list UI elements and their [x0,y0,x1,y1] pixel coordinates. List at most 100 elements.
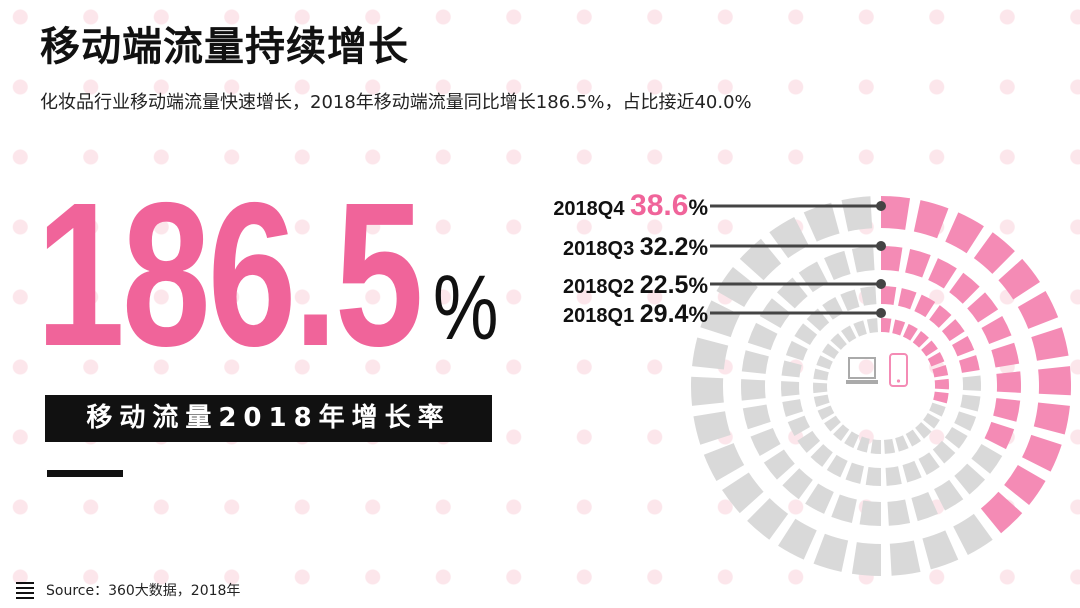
ring-segment-empty [739,238,782,281]
ring-segment-filled [1031,327,1069,361]
ring-segment-filled [981,316,1012,345]
ring-segment-empty [915,422,932,439]
ring-segment-empty [803,202,840,242]
source-text: Source：360大数据，2018年 [46,583,241,599]
ring-segment-filled [1038,366,1071,396]
ring-segment-filled [934,378,949,390]
ring-segment-filled [984,421,1015,450]
menu-lines-icon [16,581,34,599]
quarter-label: 2018Q2 22.5% [563,271,708,299]
ring-segment-empty [934,479,964,511]
quarter-label: 2018Q4 38.6% [553,189,708,222]
ring-segment-empty [895,435,909,452]
headline-value: 186.5 [36,160,424,389]
ring-segment-empty [781,360,802,378]
ring-segment-empty [853,320,867,337]
quarter-label: 2018Q1 29.4% [563,300,708,328]
ring-segment-empty [870,439,881,454]
ring-segment-filled [1022,434,1062,472]
page-subtitle: 化妆品行业移动端流量快速增长，2018年移动端流量同比增长186.5%，占比接近… [40,92,752,113]
ring-segment-empty [785,340,808,361]
ring-segment-empty [781,381,800,397]
ring-segment-empty [813,533,849,572]
ring-segment-empty [911,491,938,522]
quarter-unit: % [688,273,708,298]
ring-segment-empty [954,411,977,432]
leader-dot [876,241,886,251]
ring-segment-filled [941,319,965,342]
ring-segment-empty [741,379,766,401]
ring-segment-empty [944,427,968,449]
ring-segment-empty [794,323,818,345]
ring-segment-filled [973,232,1015,274]
ring-segment-filled [898,288,917,310]
leader-dot [876,308,886,318]
quarter-name: 2018Q3 [563,238,640,260]
ring-segment-empty [747,322,778,351]
ring-segment-filled [929,305,952,328]
ring-segment-empty [778,518,817,560]
ring-segment-empty [971,444,1003,474]
ring-segment-empty [822,343,839,359]
ring-segment-filled [952,336,975,357]
ring-segment-empty [822,297,844,320]
ring-segment-filled [949,272,980,304]
ring-segment-empty [700,300,740,338]
ring-segment-filled [993,398,1021,422]
quarter-name: 2018Q2 [563,276,640,298]
quarter-value: 32.2 [640,233,689,261]
ring-segment-empty [851,542,881,576]
ring-segment-empty [831,494,857,523]
ring-segment-empty [932,440,956,464]
ring-segment-empty [813,382,828,394]
quarter-unit: % [688,302,708,327]
ring-segment-empty [787,415,810,436]
ring-segment-filled [881,286,897,305]
quarter-value: 29.4 [640,300,689,328]
ring-segment-empty [776,277,808,309]
ring-segment-empty [960,394,981,412]
quarter-unit: % [688,235,708,260]
ring-segment-filled [958,355,980,373]
ring-segment-empty [889,540,921,576]
ring-segment-empty [824,250,851,281]
ring-segment-filled [912,330,929,348]
ring-segment-empty [844,431,860,449]
ring-segment-empty [856,436,870,453]
ring-segment-empty [845,462,864,484]
ring-segment-filled [913,200,949,239]
ring-segment-filled [881,318,892,333]
smartphone-icon [889,353,908,387]
ring-segment-empty [782,399,804,417]
ring-segment-filled [881,196,911,230]
ring-segment-empty [918,452,940,475]
headline-unit: % [433,257,499,359]
laptop-icon [846,357,878,384]
ring-segment-empty [860,286,877,306]
ring-segment-empty [805,483,834,514]
ring-segment-filled [881,246,903,272]
ring-segment-empty [747,498,789,540]
ring-segment-empty [833,424,850,442]
ring-segment-filled [933,391,949,404]
ring-segment-empty [750,427,781,456]
ring-segment-empty [954,463,986,495]
ring-segment-filled [980,491,1023,534]
ring-segment-empty [884,438,896,454]
ring-segment-empty [742,404,771,430]
ring-segment-empty [817,405,835,420]
ring-segment-empty [782,468,813,500]
ring-segment-filled [1017,291,1059,329]
ring-segment-filled [1033,402,1070,435]
ring-segment-filled [927,352,945,367]
ring-segment-empty [902,460,922,483]
ring-segment-empty [693,411,731,445]
ring-segment-empty [923,413,940,429]
ring-segment-empty [703,443,745,481]
ring-segment-empty [797,430,821,453]
ring-segment-empty [841,325,857,343]
headline-label: 移动流量2018年增长率 [45,395,492,442]
ring-segment-empty [841,196,873,232]
ring-segment-empty [824,415,841,432]
